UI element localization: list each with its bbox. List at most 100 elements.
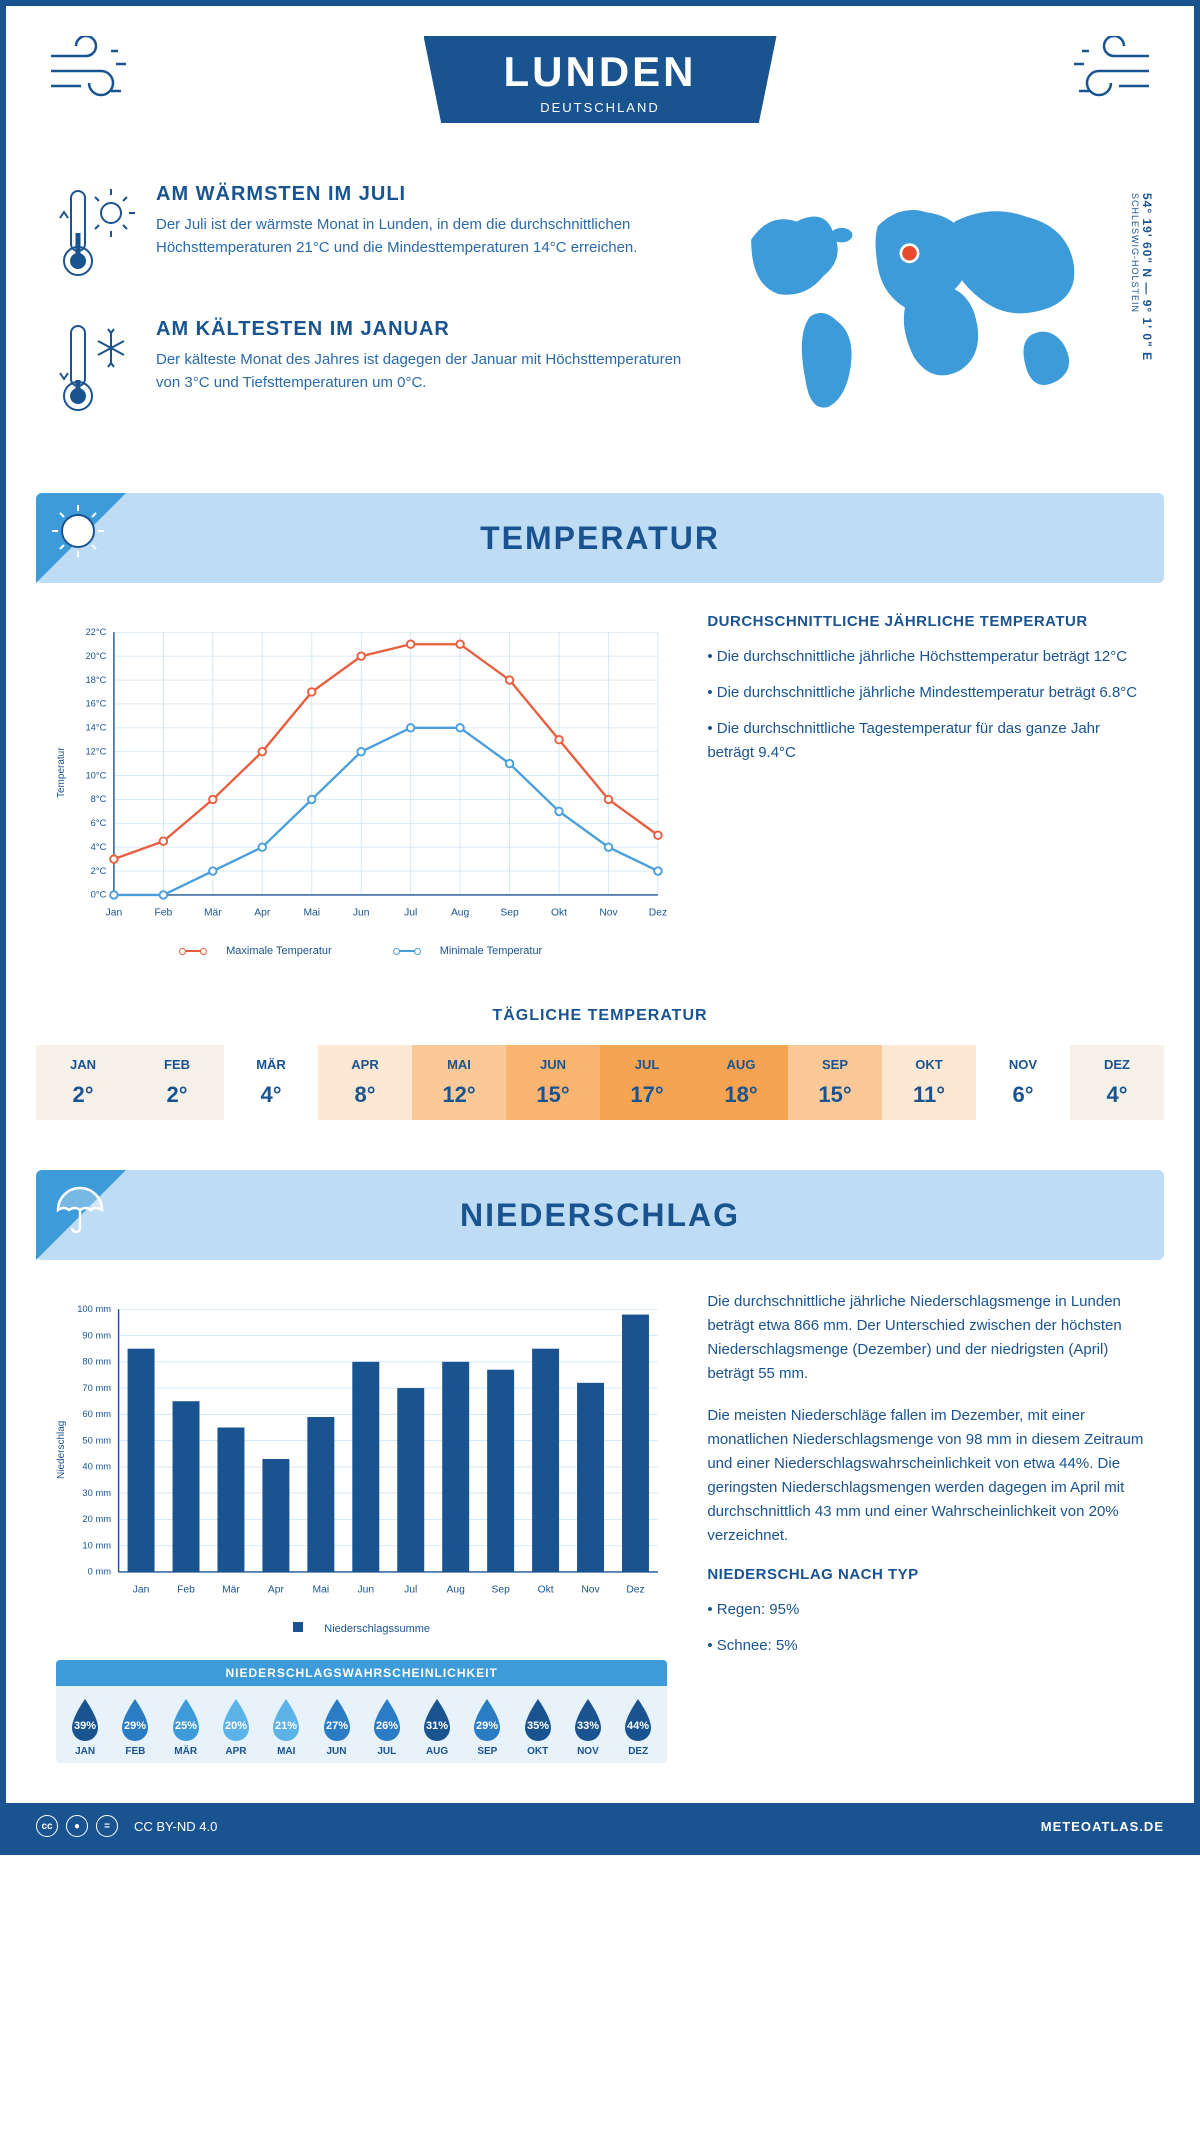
svg-text:33%: 33% <box>577 1720 599 1732</box>
svg-text:26%: 26% <box>376 1720 398 1732</box>
nd-icon: = <box>96 1815 118 1837</box>
svg-text:4°C: 4°C <box>91 842 107 852</box>
svg-text:10 mm: 10 mm <box>82 1540 111 1550</box>
precip-legend: Niederschlagssumme <box>56 1622 667 1635</box>
svg-text:Feb: Feb <box>177 1585 195 1596</box>
svg-text:Mär: Mär <box>204 908 222 919</box>
svg-text:60 mm: 60 mm <box>82 1409 111 1419</box>
daily-temp-grid: JAN2°FEB2°MÄR4°APR8°MAI12°JUN15°JUL17°AU… <box>36 1045 1164 1120</box>
sun-icon <box>48 501 108 561</box>
precip-type-title: NIEDERSCHLAG NACH TYP <box>707 1566 1144 1583</box>
temp-cell: SEP15° <box>788 1045 882 1120</box>
svg-text:Jun: Jun <box>353 908 370 919</box>
header: LUNDEN DEUTSCHLAND <box>6 6 1194 163</box>
temp-cell: APR8° <box>318 1045 412 1120</box>
svg-text:90 mm: 90 mm <box>82 1330 111 1340</box>
prob-drop: 33%NOV <box>563 1696 613 1757</box>
temp-bullet: • Die durchschnittliche Tagestemperatur … <box>707 717 1144 765</box>
svg-text:Sep: Sep <box>500 908 519 919</box>
svg-text:16°C: 16°C <box>85 699 106 709</box>
temp-cell: DEZ4° <box>1070 1045 1164 1120</box>
region-label: SCHLESWIG-HOLSTEIN <box>1130 193 1140 313</box>
svg-text:70 mm: 70 mm <box>82 1383 111 1393</box>
temperature-header: TEMPERATUR <box>36 493 1164 583</box>
prob-drop: 39%JAN <box>60 1696 110 1757</box>
svg-text:20°C: 20°C <box>85 651 106 661</box>
type-bullet: • Schnee: 5% <box>707 1634 1144 1658</box>
svg-text:Jan: Jan <box>106 908 123 919</box>
prob-drop: 29%SEP <box>462 1696 512 1757</box>
temp-cell: JUL17° <box>600 1045 694 1120</box>
temp-cell: OKT11° <box>882 1045 976 1120</box>
svg-text:44%: 44% <box>627 1720 649 1732</box>
site-name: METEOATLAS.DE <box>1041 1819 1164 1834</box>
thermometer-sun-icon <box>56 183 136 283</box>
umbrella-icon <box>48 1178 108 1238</box>
coordinates: 54° 19' 60" N — 9° 1' 0" E <box>1140 193 1154 361</box>
precipitation-chart: 0 mm10 mm20 mm30 mm40 mm50 mm60 mm70 mm8… <box>67 1290 667 1610</box>
svg-text:Okt: Okt <box>538 1585 554 1596</box>
temperature-title: TEMPERATUR <box>480 520 720 557</box>
prob-grid: 39%JAN29%FEB25%MÄR20%APR21%MAI27%JUN26%J… <box>56 1686 667 1763</box>
svg-text:Dez: Dez <box>626 1585 644 1596</box>
svg-text:100 mm: 100 mm <box>77 1304 111 1314</box>
svg-text:29%: 29% <box>476 1720 498 1732</box>
svg-text:20 mm: 20 mm <box>82 1514 111 1524</box>
temp-cell: MAI12° <box>412 1045 506 1120</box>
svg-text:Jul: Jul <box>404 1585 417 1596</box>
prob-drop: 44%DEZ <box>613 1696 663 1757</box>
svg-text:Dez: Dez <box>649 908 667 919</box>
svg-text:12°C: 12°C <box>85 746 106 756</box>
prob-drop: 35%OKT <box>512 1696 562 1757</box>
prob-drop: 20%APR <box>211 1696 261 1757</box>
cold-title: AM KÄLTESTEN IM JANUAR <box>156 318 684 341</box>
svg-text:Nov: Nov <box>581 1585 600 1596</box>
warm-text: Der Juli ist der wärmste Monat in Lunden… <box>156 214 684 259</box>
wind-icon <box>46 36 146 106</box>
precipitation-title: NIEDERSCHLAG <box>460 1197 740 1234</box>
svg-text:Nov: Nov <box>599 908 618 919</box>
svg-text:0 mm: 0 mm <box>88 1567 112 1577</box>
warm-title: AM WÄRMSTEN IM JULI <box>156 183 684 206</box>
cold-text: Der kälteste Monat des Jahres ist dagege… <box>156 349 684 394</box>
svg-text:Mai: Mai <box>303 908 320 919</box>
precip-para2: Die meisten Niederschläge fallen im Deze… <box>707 1404 1144 1548</box>
prob-drop: 21%MAI <box>261 1696 311 1757</box>
license-text: CC BY-ND 4.0 <box>134 1819 217 1834</box>
svg-text:8°C: 8°C <box>91 794 107 804</box>
cold-fact: AM KÄLTESTEN IM JANUAR Der kälteste Mona… <box>56 318 684 423</box>
svg-text:Aug: Aug <box>447 1585 466 1596</box>
precip-ylabel: Niederschlag <box>56 1290 67 1610</box>
country-name: DEUTSCHLAND <box>504 100 697 115</box>
temp-cell: JUN15° <box>506 1045 600 1120</box>
temp-cell: NOV6° <box>976 1045 1070 1120</box>
daily-temp-title: TÄGLICHE TEMPERATUR <box>36 1007 1164 1025</box>
prob-drop: 29%FEB <box>110 1696 160 1757</box>
svg-text:Sep: Sep <box>491 1585 510 1596</box>
world-map: 54° 19' 60" N — 9° 1' 0" E SCHLESWIG-HOL… <box>724 183 1144 453</box>
prob-drop: 31%AUG <box>412 1696 462 1757</box>
warm-fact: AM WÄRMSTEN IM JULI Der Juli ist der wär… <box>56 183 684 288</box>
svg-text:6°C: 6°C <box>91 818 107 828</box>
svg-text:14°C: 14°C <box>85 723 106 733</box>
svg-text:31%: 31% <box>426 1720 448 1732</box>
temp-summary-title: DURCHSCHNITTLICHE JÄHRLICHE TEMPERATUR <box>707 613 1144 630</box>
svg-text:35%: 35% <box>527 1720 549 1732</box>
svg-text:18°C: 18°C <box>85 675 106 685</box>
svg-text:Apr: Apr <box>268 1585 285 1596</box>
svg-text:2°C: 2°C <box>91 866 107 876</box>
prob-drop: 26%JUL <box>362 1696 412 1757</box>
svg-text:50 mm: 50 mm <box>82 1435 111 1445</box>
svg-text:Aug: Aug <box>451 908 470 919</box>
svg-text:20%: 20% <box>225 1720 247 1732</box>
prob-title: NIEDERSCHLAGSWAHRSCHEINLICHKEIT <box>56 1660 667 1686</box>
svg-text:Jul: Jul <box>404 908 417 919</box>
svg-text:29%: 29% <box>124 1720 146 1732</box>
prob-drop: 27%JUN <box>311 1696 361 1757</box>
svg-text:Jan: Jan <box>133 1585 150 1596</box>
svg-text:Mai: Mai <box>313 1585 330 1596</box>
svg-text:Mär: Mär <box>222 1585 240 1596</box>
by-icon: ● <box>66 1815 88 1837</box>
thermometer-snow-icon <box>56 318 136 418</box>
temp-cell: JAN2° <box>36 1045 130 1120</box>
